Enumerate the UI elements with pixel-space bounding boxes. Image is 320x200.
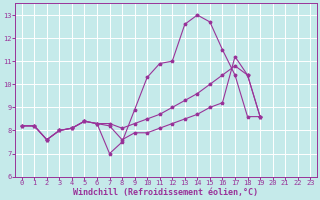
X-axis label: Windchill (Refroidissement éolien,°C): Windchill (Refroidissement éolien,°C) <box>74 188 259 197</box>
